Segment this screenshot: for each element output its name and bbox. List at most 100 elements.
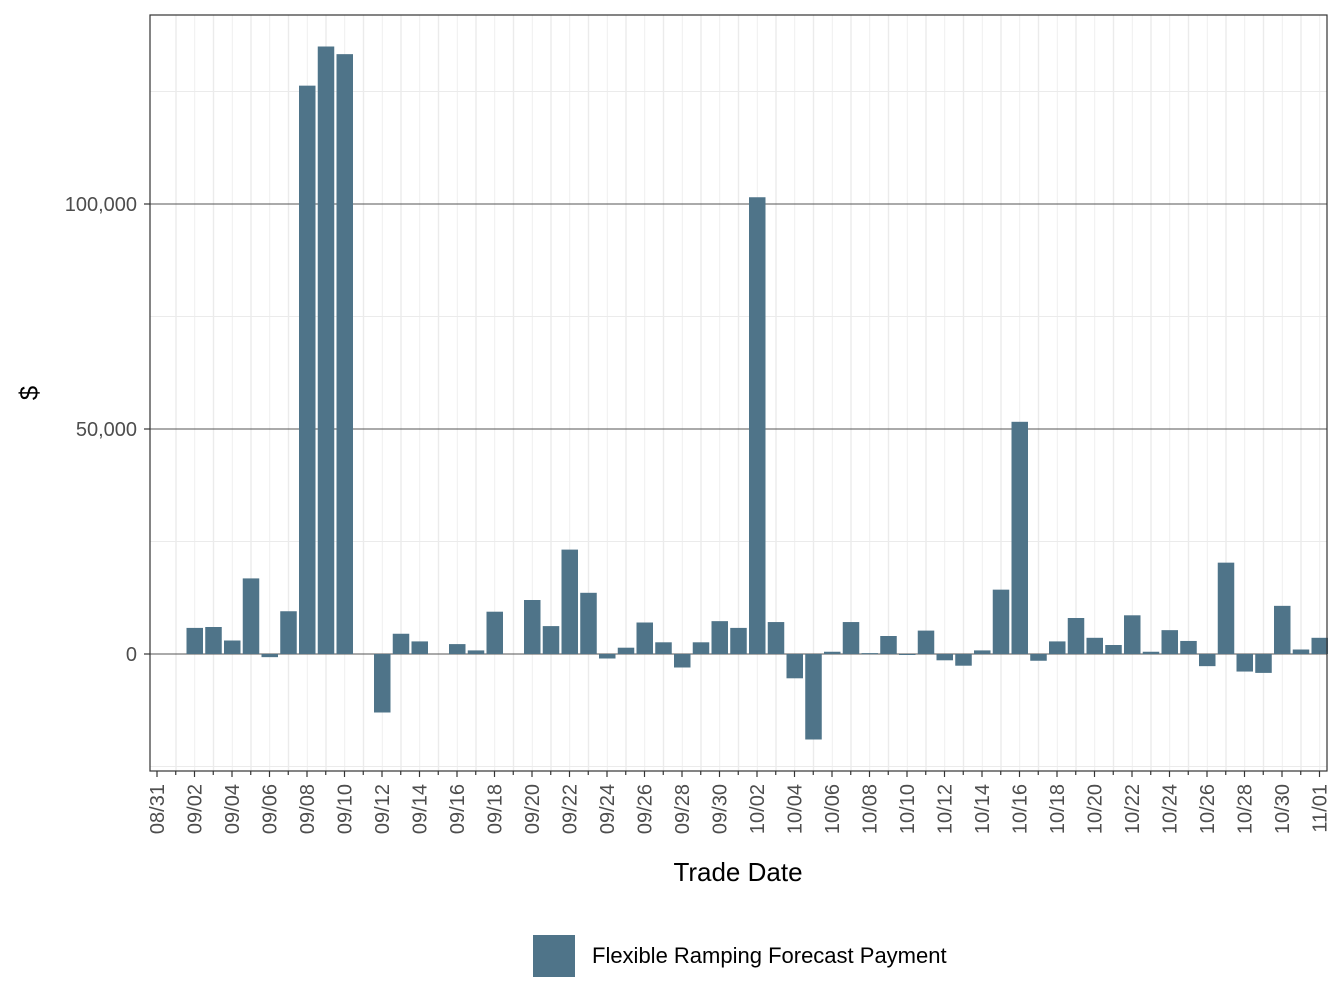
x-tick-label: 09/20 (522, 784, 544, 834)
bar-09-25 (636, 622, 653, 654)
x-tick-label: 10/10 (897, 784, 919, 834)
legend: Flexible Ramping Forecast Payment (533, 935, 947, 977)
x-tick-label: 09/30 (710, 784, 732, 834)
x-tick-label: 10/30 (1272, 784, 1294, 834)
x-tick-label: 09/06 (260, 784, 282, 834)
legend-key (533, 935, 575, 977)
bar-10-08 (880, 636, 897, 654)
x-tick-label: 10/04 (785, 784, 807, 834)
bar-09-30 (730, 627, 747, 654)
bar-10-31 (1311, 637, 1328, 654)
bar-10-05 (824, 651, 841, 654)
bar-10-06 (842, 622, 860, 654)
bar-10-14 (992, 589, 1010, 654)
y-axis: 0 50,000 100,000 (65, 194, 150, 666)
x-tick-label: 08/31 (147, 784, 169, 834)
x-tick-label: 10/14 (972, 784, 994, 834)
bars (186, 46, 1328, 740)
bar-10-23 (1161, 630, 1178, 654)
bar-09-27 (674, 654, 691, 668)
bar-09-15 (449, 644, 466, 654)
y-tick-label: 100,000 (65, 194, 137, 216)
bar-10-11 (936, 654, 953, 661)
x-tick-label: 09/18 (485, 784, 507, 834)
bar-10-17 (1049, 641, 1066, 654)
bar-09-21 (561, 549, 578, 654)
x-tick-label: 10/08 (860, 784, 882, 834)
bar-09-22 (580, 592, 597, 654)
bar-09-09 (336, 54, 353, 654)
bar-10-30 (1292, 649, 1310, 654)
bar-09-29 (711, 621, 728, 654)
bar-10-01 (749, 197, 766, 654)
x-tick-label: 09/28 (672, 784, 694, 834)
x-tick-label: 10/28 (1235, 784, 1257, 834)
x-tick-label: 10/24 (1160, 784, 1182, 834)
bar-10-20 (1105, 645, 1122, 654)
y-axis-title: $ (14, 385, 44, 400)
bar-09-05 (261, 654, 278, 658)
bar-10-19 (1086, 637, 1103, 654)
bar-10-27 (1236, 654, 1253, 672)
bar-10-29 (1274, 605, 1291, 654)
x-tick-label: 09/02 (185, 784, 207, 834)
y-tick-label: 50,000 (76, 419, 137, 441)
x-tick-label: 10/06 (822, 784, 844, 834)
x-tick-label: 09/26 (635, 784, 657, 834)
bar-10-09 (899, 654, 916, 655)
x-tick-label: 09/08 (297, 784, 319, 834)
bar-09-08 (317, 46, 335, 654)
bar-09-02 (205, 627, 222, 654)
bar-09-23 (599, 654, 616, 659)
bar-09-19 (524, 600, 541, 654)
bar-10-07 (861, 653, 878, 655)
x-tick-label: 10/22 (1122, 784, 1144, 834)
bar-10-18 (1067, 618, 1085, 654)
x-tick-label: 11/01 (1310, 784, 1332, 833)
bar-09-24 (617, 647, 635, 654)
bar-10-03 (786, 654, 803, 679)
bar-10-15 (1011, 421, 1028, 654)
x-tick-label: 10/12 (935, 784, 957, 834)
bar-09-20 (542, 626, 560, 654)
x-tick-label: 09/14 (410, 784, 432, 834)
bar-10-12 (955, 654, 972, 666)
bar-10-25 (1199, 654, 1216, 667)
x-tick-label: 10/02 (747, 784, 769, 834)
x-tick-label: 10/20 (1085, 784, 1107, 834)
x-tick-label: 09/22 (560, 784, 582, 834)
y-tick-label: 0 (126, 644, 137, 666)
bar-10-04 (805, 654, 822, 740)
bar-10-28 (1255, 654, 1272, 673)
bar-10-16 (1030, 654, 1047, 661)
bar-10-22 (1142, 651, 1160, 654)
bar-09-07 (299, 85, 316, 654)
bar-10-24 (1180, 640, 1197, 654)
x-tick-label: 09/04 (222, 784, 244, 834)
bar-09-12 (392, 633, 410, 654)
bar-09-28 (692, 642, 710, 654)
x-tick-label: 09/10 (335, 784, 357, 834)
bar-10-13 (974, 650, 991, 654)
x-tick-label: 10/18 (1047, 784, 1069, 834)
bar-10-26 (1217, 562, 1235, 654)
bar-10-10 (917, 630, 935, 654)
x-axis: 08/31 09/02 09/04 09/06 09/08 09/10 09/12 09/14… (147, 771, 1332, 834)
bar-09-06 (280, 611, 297, 654)
bar-09-11 (374, 654, 391, 713)
bar-09-01 (186, 627, 203, 654)
legend-label: Flexible Ramping Forecast Payment (592, 943, 947, 968)
x-tick-label: 10/26 (1197, 784, 1219, 834)
x-tick-label: 09/12 (372, 784, 394, 834)
bar-10-02 (767, 622, 785, 654)
bar-09-16 (467, 650, 485, 654)
bar-09-13 (411, 641, 428, 654)
bar-09-26 (655, 642, 672, 654)
bar-09-03 (224, 640, 241, 654)
x-tick-label: 09/16 (447, 784, 469, 834)
bar-09-17 (486, 611, 503, 654)
x-axis-title: Trade Date (673, 857, 802, 887)
x-tick-label: 09/24 (597, 784, 619, 834)
